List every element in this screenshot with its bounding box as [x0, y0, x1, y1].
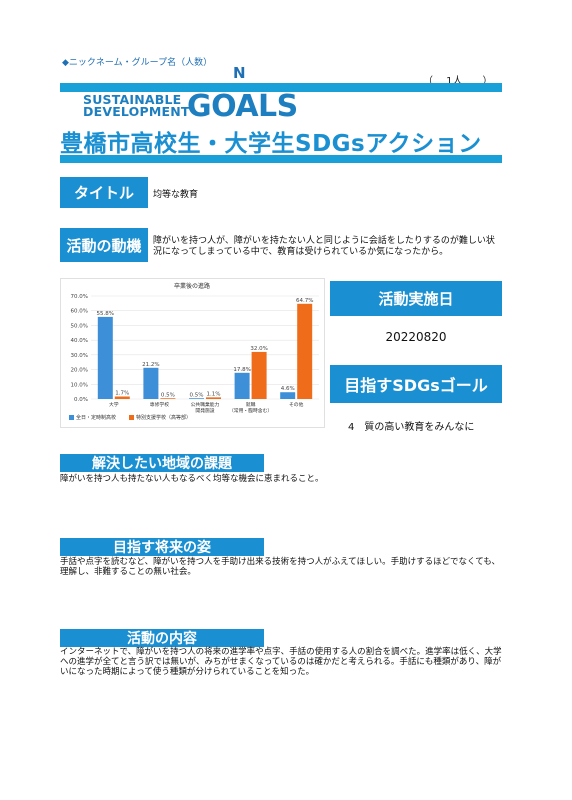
chart-data-label: 1.7% [115, 390, 129, 396]
issue-label: 解決したい地域の課題 [60, 454, 264, 472]
title-label: タイトル [60, 177, 148, 208]
member-count: （ 1人 ） [423, 76, 493, 87]
chart-data-label: 0.5% [161, 392, 175, 398]
goal-label: 目指すSDGsゴール [330, 365, 502, 403]
date-label: 活動実施日 [330, 281, 502, 316]
page-headline: 豊橋市高校生・大学生SDGsアクション [60, 131, 482, 157]
chart-data-label: 17.8% [233, 367, 250, 373]
chart-y-tick-label: 50.0% [71, 323, 88, 329]
chart-x-tick-label: その他 [289, 401, 304, 408]
sdg-logo-line2: DEVELOPMENT [83, 104, 190, 119]
chart-data-label: 4.6% [281, 386, 295, 392]
chart-x-tick-label: 大学 [109, 401, 119, 408]
header-top-bar [60, 83, 502, 92]
chart-data-label: 0.5% [190, 392, 204, 398]
chart-bar [206, 397, 221, 399]
motive-label: 活動の動機 [60, 228, 148, 262]
sdg-logo-goals: GOALS [187, 89, 298, 124]
chart-legend-swatch [129, 415, 134, 420]
chart-y-tick-label: 70.0% [71, 294, 88, 300]
goal-value: 4 質の高い教育をみんなに [348, 422, 475, 433]
chart-data-label: 21.2% [142, 362, 159, 368]
chart-x-tick-label: （常用・臨時含む） [229, 407, 272, 414]
issue-text: 障がいを持つ人も持たない人もなるべく均等な機会に恵まれること。 [60, 474, 324, 484]
sdg-logo: SUSTAINABLE DEVELOPMENT GOALS [83, 89, 309, 124]
chart-y-tick-label: 30.0% [71, 353, 88, 359]
chart-bar [143, 367, 159, 399]
career-chart: 卒業後の進路 0.0% 10.0% 20.0% 30.0% 40.0% 50.0% 60.0%… [60, 278, 325, 428]
chart-data-label: 64.7% [296, 298, 313, 304]
chart-legend-swatch [69, 415, 74, 420]
chart-y-tick-label: 20.0% [71, 368, 88, 374]
content-text: インターネットで、障がいを持つ人の将来の進学率や点字、手話の使用する人の割合を調… [60, 647, 502, 677]
chart-bar [234, 372, 250, 399]
chart-x-tick-label: 開発施設 [195, 407, 214, 414]
chart-y-tick-label: 40.0% [71, 338, 88, 344]
chart-legend-entry: 全日・定時制高校 [76, 414, 116, 421]
date-value: 20220820 [385, 330, 447, 344]
chart-y-tick-label: 0.0% [74, 397, 88, 403]
content-label: 活動の内容 [60, 629, 264, 647]
motive-value: 障がいを持つ人が、障がいを持たない人と同じように会話をしたりするのが難しい状況に… [153, 236, 495, 257]
header-bottom-bar [60, 155, 502, 163]
chart-y-tick-label: 10.0% [71, 382, 88, 388]
chart-bar [251, 351, 267, 399]
nickname-value: N [233, 64, 246, 82]
chart-x-tick-label: 公共職業能力 [191, 401, 220, 408]
chart-data-label: 1.1% [207, 391, 221, 397]
chart-legend-entry: 特別支援学校（高等部） [136, 414, 191, 421]
chart-bar [280, 392, 296, 399]
vision-label: 目指す将来の姿 [60, 538, 264, 556]
chart-x-tick-label: 専修学校 [150, 401, 169, 408]
chart-title: 卒業後の進路 [174, 282, 210, 290]
title-value: 均等な教育 [153, 190, 199, 200]
sdg-logo-line1: SUSTAINABLE [83, 92, 182, 107]
chart-data-label: 55.8% [97, 311, 114, 317]
nickname-label: ◆ニックネーム・グループ名（人数） [62, 58, 213, 68]
chart-y-tick-label: 60.0% [71, 309, 88, 315]
vision-text: 手話や点字を読むなど、障がいを持つ人を手助け出来る技術を持つ人がふえてほしい。手… [60, 557, 501, 577]
chart-bar [189, 398, 204, 399]
chart-bar [160, 398, 176, 399]
chart-bar [114, 396, 130, 399]
chart-data-label: 32.0% [250, 346, 267, 352]
chart-bar [97, 316, 113, 399]
career-chart-svg: 卒業後の進路 0.0% 10.0% 20.0% 30.0% 40.0% 50.0% 60.0%… [69, 282, 319, 421]
chart-bar [297, 303, 313, 399]
chart-x-tick-label: 就職 [246, 401, 256, 408]
